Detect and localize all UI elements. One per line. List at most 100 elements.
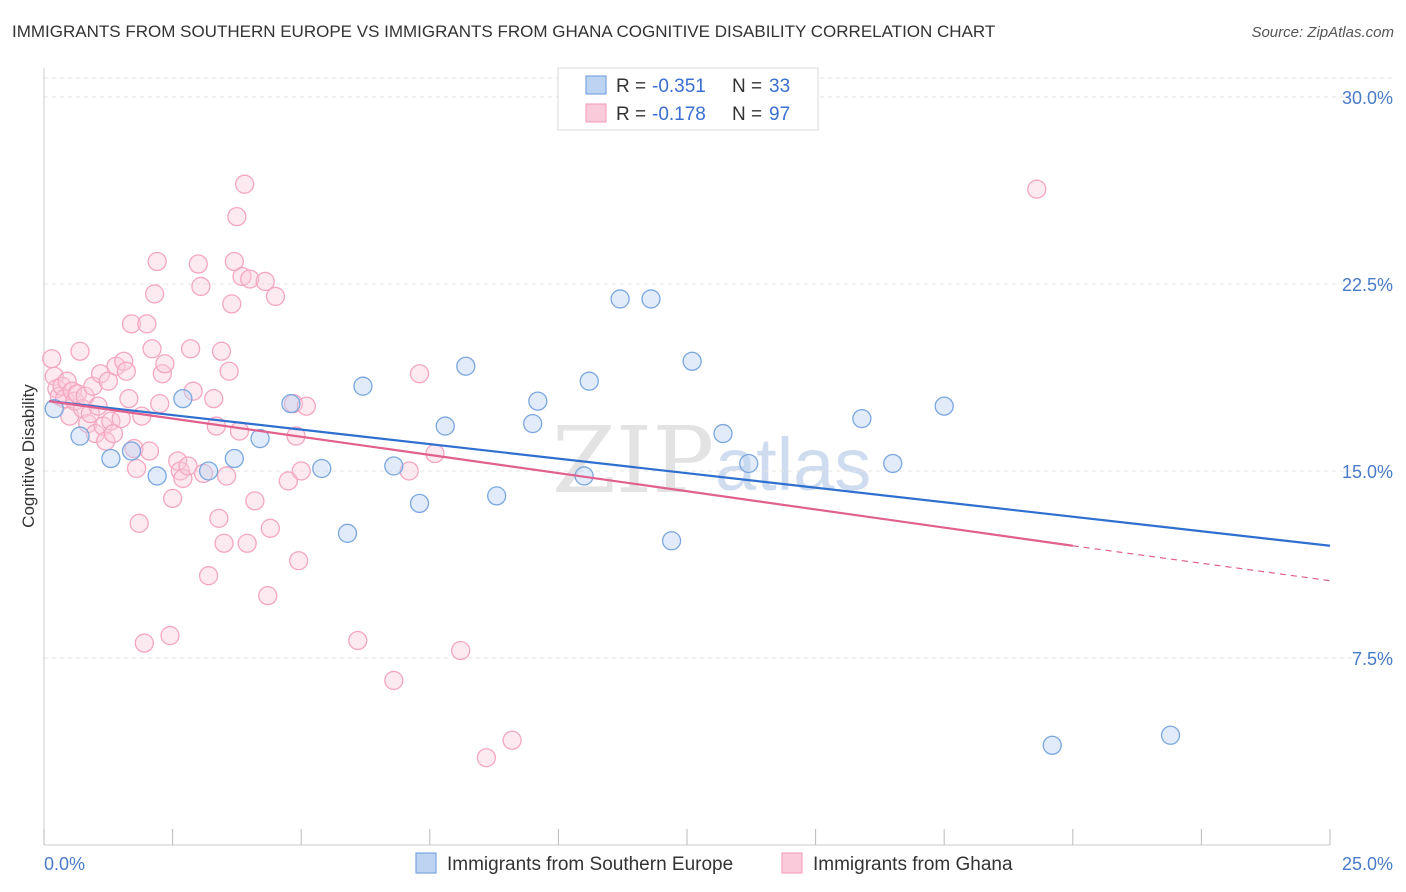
ghana-point-81 <box>296 396 316 416</box>
ghana-point-43 <box>155 354 175 374</box>
ghana-point-83 <box>384 670 404 691</box>
ghana-point-22 <box>98 371 118 391</box>
ghana-point-54 <box>193 463 214 484</box>
southern-europe-point-28 <box>852 408 872 429</box>
y-axis-label: Cognitive Disability <box>19 384 38 528</box>
ghana-point-55 <box>198 566 219 586</box>
watermark-atlas: atlas <box>715 423 871 506</box>
ghana-point-68 <box>234 174 255 194</box>
ghana-point-40 <box>147 251 167 272</box>
ghana-point-64 <box>224 251 244 272</box>
southern-europe-point-21 <box>579 371 599 391</box>
southern-europe-point-25 <box>682 351 702 371</box>
ghana-point-89 <box>502 730 522 750</box>
ghana-point-33 <box>129 513 149 533</box>
southern-europe-point-12 <box>353 376 373 396</box>
southern-europe-point-1 <box>70 426 90 446</box>
ghana-point-61 <box>216 466 237 486</box>
southern-europe-trend-line <box>49 400 1331 547</box>
chart-source: Source: ZipAtlas.com <box>1251 24 1394 41</box>
southern-europe-point-18 <box>523 413 543 434</box>
ghana-point-37 <box>139 441 160 461</box>
ghana-point-28 <box>116 361 136 381</box>
southern-europe-point-0 <box>44 398 64 419</box>
ghana-point-59 <box>211 341 232 361</box>
legend-n-value-1: 97 <box>769 104 790 125</box>
southern-europe-point-22 <box>610 289 630 309</box>
ghana-point-60 <box>214 533 234 553</box>
ghana-point-73 <box>258 585 278 606</box>
ghana-point-88 <box>476 748 497 768</box>
trend-lines <box>48 400 1331 582</box>
ghana-point-75 <box>265 286 286 307</box>
axes <box>43 68 1331 846</box>
ghana-point-65 <box>227 206 247 227</box>
ghana-point-21 <box>96 431 116 451</box>
ghana-point-44 <box>160 625 180 646</box>
ghana-point-67 <box>232 266 252 287</box>
legend-swatch-pink <box>585 103 607 123</box>
ghana-point-52 <box>188 254 208 274</box>
southern-europe-point-24 <box>661 531 682 551</box>
ghana-point-0 <box>42 349 62 369</box>
ghana-point-85 <box>409 364 430 384</box>
data-points <box>42 174 1181 768</box>
legend-n-label-1: N = <box>732 104 762 125</box>
ghana-point-31 <box>124 438 144 459</box>
ghana-point-38 <box>142 339 162 359</box>
ghana-point-84 <box>399 461 419 481</box>
southern-europe-point-32 <box>1160 725 1181 745</box>
southern-europe-point-6 <box>198 461 219 481</box>
southern-europe-point-9 <box>281 393 301 414</box>
legend-n-value-0: 33 <box>769 76 790 97</box>
ghana-point-71 <box>245 491 265 511</box>
ghana-point-80 <box>291 461 311 481</box>
series-legend-swatch-0 <box>415 852 437 874</box>
southern-europe-point-8 <box>250 428 270 449</box>
southern-europe-point-5 <box>173 389 193 409</box>
correlation-legend: R = -0.351 N = 33 R = -0.178 N = 97 <box>557 67 819 131</box>
gridlines <box>44 77 1393 659</box>
southern-europe-point-13 <box>384 456 404 476</box>
ghana-point-87 <box>451 640 471 661</box>
ghana-point-62 <box>219 361 239 381</box>
ghana-point-29 <box>119 389 139 409</box>
legend-r-label-1: R = <box>616 104 646 125</box>
ghana-point-48 <box>173 468 193 489</box>
southern-europe-point-23 <box>641 289 661 309</box>
southern-europe-point-11 <box>337 523 358 543</box>
ghana-point-63 <box>222 294 242 314</box>
y-tick-label-0: 30.0% <box>1342 88 1393 108</box>
southern-europe-point-31 <box>1042 735 1062 755</box>
ghana-point-11 <box>70 341 90 361</box>
ghana-point-6 <box>57 371 77 391</box>
ghana-point-49 <box>178 456 198 476</box>
ghana-point-51 <box>183 381 203 401</box>
ghana-point-39 <box>144 284 165 304</box>
ghana-point-58 <box>209 508 229 528</box>
ghana-point-32 <box>126 458 147 479</box>
series-legend-label-1: Immigrants from Ghana <box>813 854 1013 875</box>
ghana-point-86 <box>425 443 445 464</box>
ghana-point-82 <box>348 630 368 651</box>
y-tick-labels: 30.0% 22.5% 15.0% 7.5% <box>1342 88 1393 669</box>
southern-europe-point-14 <box>409 493 430 514</box>
ghana-point-24 <box>103 423 124 444</box>
southern-europe-point-26 <box>713 423 733 444</box>
southern-europe-point-2 <box>101 448 121 469</box>
southern-europe-point-27 <box>739 453 759 474</box>
legend-r-value-1: -0.178 <box>652 104 706 125</box>
ghana-point-69 <box>237 533 257 553</box>
ghana-trend-line <box>48 400 1073 547</box>
ghana-point-15 <box>80 403 100 424</box>
southern-europe-point-10 <box>312 458 332 479</box>
series-legend: Immigrants from Southern Europe Immigran… <box>415 852 1013 875</box>
southern-europe-point-16 <box>456 356 476 376</box>
ghana-point-19 <box>90 364 111 384</box>
x-tick-label-1: 25.0% <box>1342 854 1393 874</box>
ghana-point-56 <box>204 389 224 409</box>
ghana-point-70 <box>240 269 260 289</box>
y-tick-label-3: 7.5% <box>1352 649 1393 669</box>
legend-r-value-0: -0.351 <box>652 76 706 97</box>
